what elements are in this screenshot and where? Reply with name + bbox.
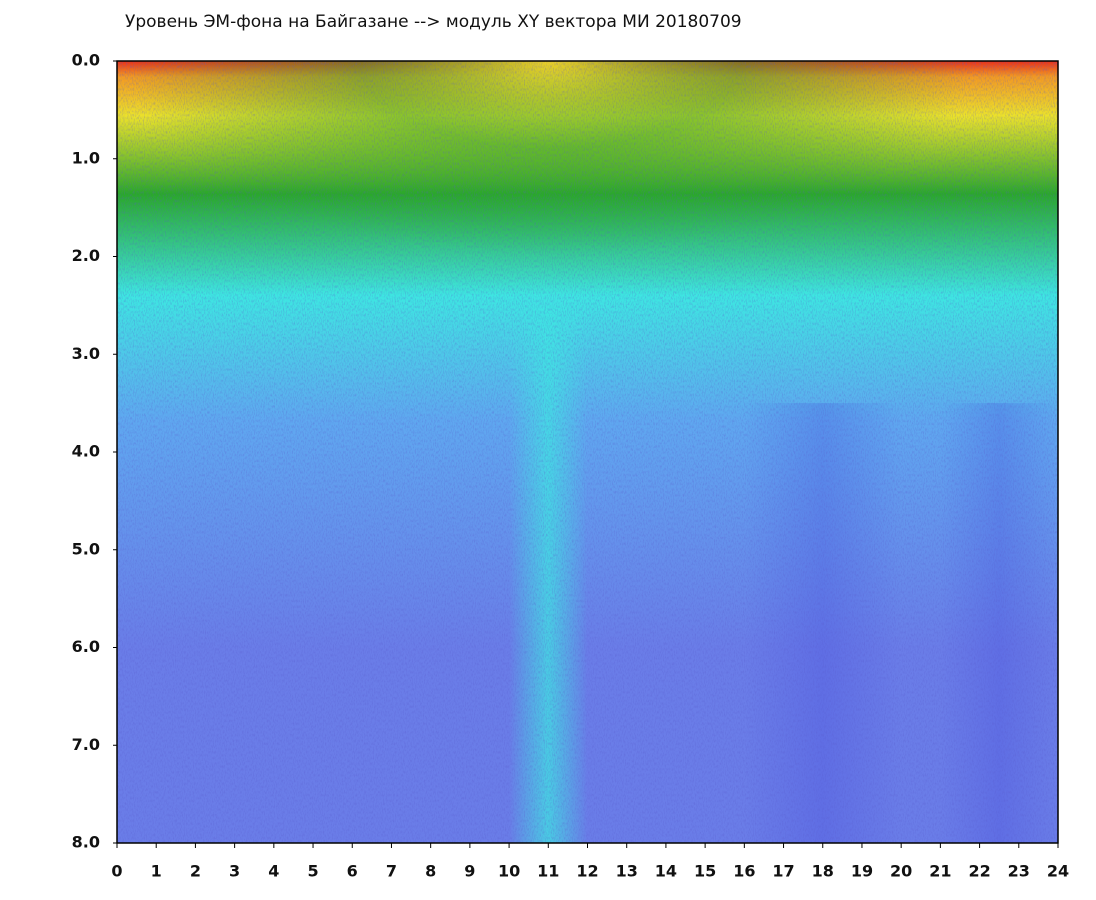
x-tick-label: 23 bbox=[1008, 862, 1030, 881]
plot-area bbox=[116, 60, 1059, 844]
x-tick-label: 7 bbox=[386, 862, 397, 881]
y-tick-label: 1.0 bbox=[72, 148, 100, 167]
x-tick-label: 8 bbox=[425, 862, 436, 881]
x-tick-label: 14 bbox=[655, 862, 677, 881]
x-tick-label: 21 bbox=[929, 862, 951, 881]
y-tick-label: 5.0 bbox=[72, 539, 100, 558]
x-tick-label: 4 bbox=[268, 862, 279, 881]
x-tick-label: 16 bbox=[733, 862, 755, 881]
x-tick-label: 10 bbox=[498, 862, 520, 881]
y-tick-label: 3.0 bbox=[72, 344, 100, 363]
x-tick-label: 9 bbox=[464, 862, 475, 881]
y-tick-label: 4.0 bbox=[72, 442, 100, 461]
y-tick-label: 0.0 bbox=[72, 51, 100, 70]
x-tick-label: 3 bbox=[229, 862, 240, 881]
x-tick-label: 13 bbox=[616, 862, 638, 881]
x-tick-label: 1 bbox=[151, 862, 162, 881]
x-tick-label: 12 bbox=[576, 862, 598, 881]
x-tick-label: 24 bbox=[1047, 862, 1069, 881]
x-tick-label: 11 bbox=[537, 862, 559, 881]
x-tick-label: 18 bbox=[812, 862, 834, 881]
x-tick-label: 19 bbox=[851, 862, 873, 881]
chart-title: Уровень ЭМ-фона на Байгазане --> модуль … bbox=[125, 12, 742, 32]
heatmap-noise bbox=[117, 61, 1058, 843]
y-tick-label: 7.0 bbox=[72, 735, 100, 754]
x-tick-label: 2 bbox=[190, 862, 201, 881]
x-tick-label: 20 bbox=[890, 862, 912, 881]
x-tick-label: 5 bbox=[307, 862, 318, 881]
y-tick-label: 8.0 bbox=[72, 833, 100, 852]
y-tick-label: 6.0 bbox=[72, 637, 100, 656]
x-tick-label: 22 bbox=[968, 862, 990, 881]
x-tick-label: 15 bbox=[694, 862, 716, 881]
y-tick-label: 2.0 bbox=[72, 246, 100, 265]
x-tick-label: 0 bbox=[111, 862, 122, 881]
x-tick-label: 6 bbox=[347, 862, 358, 881]
x-tick-label: 17 bbox=[772, 862, 794, 881]
